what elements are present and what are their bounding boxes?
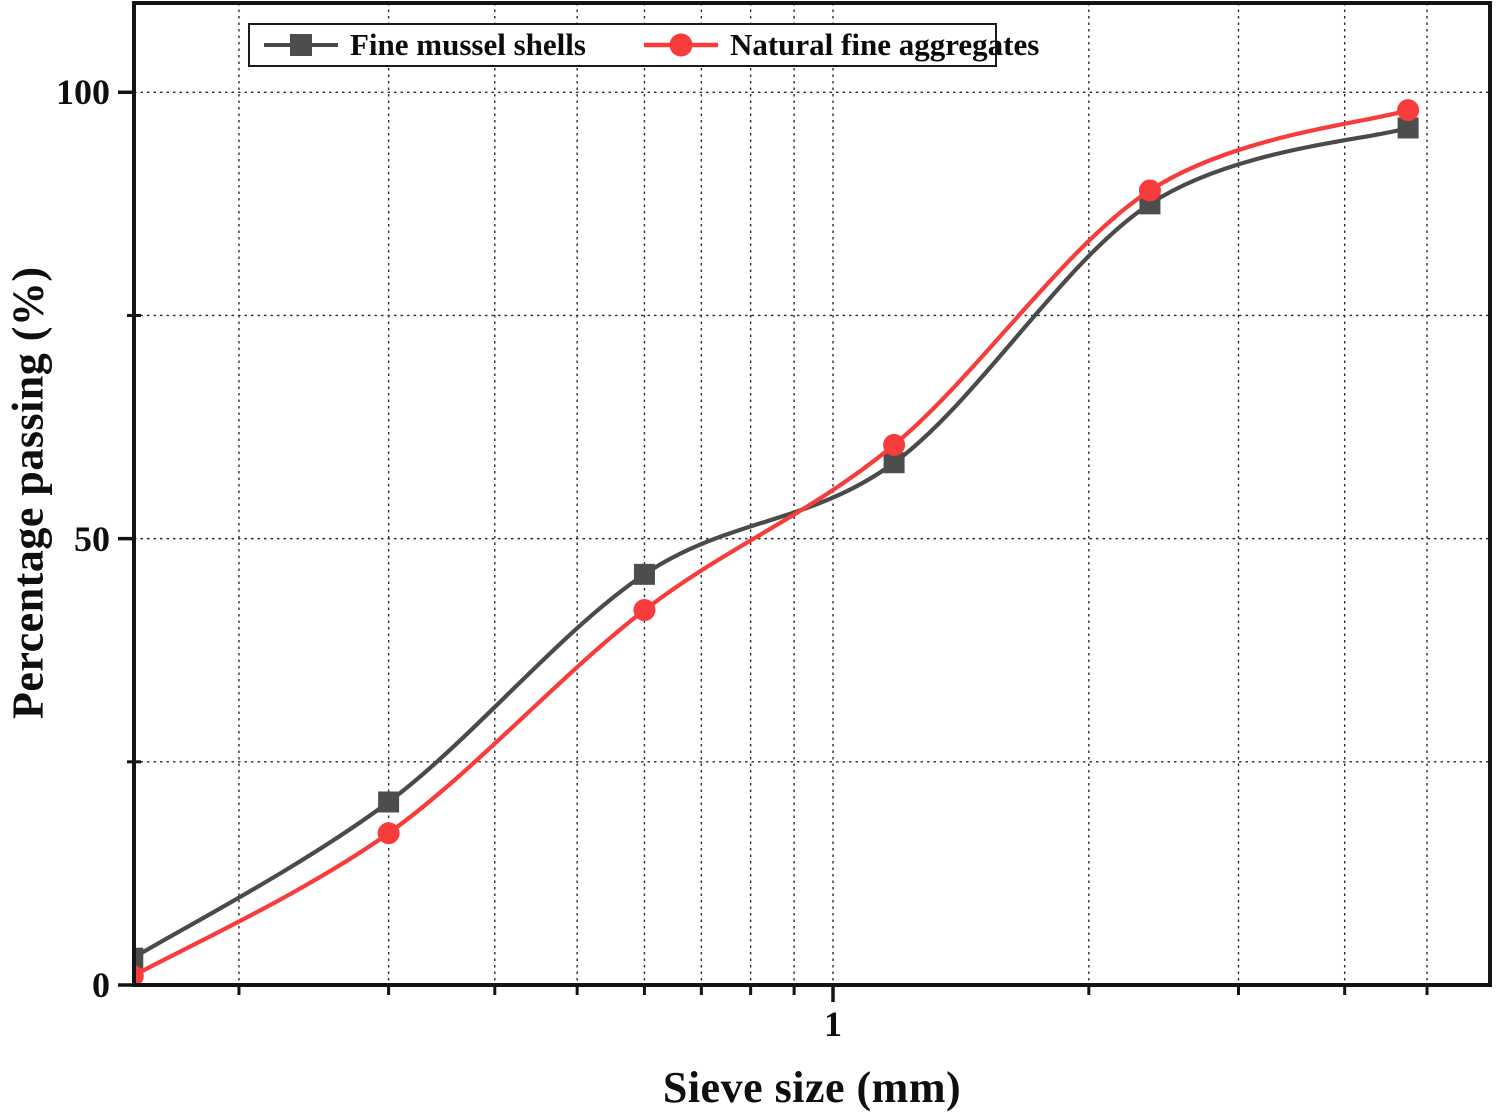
x-axis-title: Sieve size (mm) [662, 1063, 962, 1112]
legend-label: Fine mussel shells [350, 27, 586, 62]
circle-data-marker [377, 822, 400, 845]
circle-data-marker [633, 599, 656, 622]
y-tick-label: 0 [92, 965, 110, 1005]
circle-marker-icon [643, 33, 718, 57]
circle-data-marker [1397, 99, 1420, 122]
x-tick-label: 1 [823, 1004, 842, 1044]
gridlines [134, 3, 1490, 985]
circle-data-marker [1138, 179, 1161, 202]
series-group [134, 99, 1420, 985]
axis-ticks [118, 90, 1429, 1002]
square-data-marker [378, 791, 400, 813]
legend-item-fine-mussel-shells: Fine mussel shells [250, 25, 586, 65]
legend: Fine mussel shells Natural fine aggregat… [248, 23, 1039, 67]
square-data-marker [883, 452, 905, 474]
series-line-fine-mussel-shells [134, 125, 1409, 960]
y-axis-title: Percentage passing (%) [3, 266, 53, 719]
series-line-natural-fine-aggregates [134, 108, 1409, 978]
square-data-marker [134, 947, 144, 969]
square-data-marker [1397, 117, 1419, 139]
circle-data-marker [134, 965, 144, 985]
plot-border [132, 1, 1492, 987]
circle-data-marker [883, 433, 906, 456]
square-data-marker [633, 563, 655, 585]
square-marker-icon [264, 34, 338, 56]
legend-item-natural-fine-aggregates: Natural fine aggregates [630, 25, 1039, 65]
legend-label: Natural fine aggregates [729, 27, 1040, 62]
y-tick-label: 100 [56, 72, 110, 113]
y-tick-label: 50 [74, 518, 110, 559]
